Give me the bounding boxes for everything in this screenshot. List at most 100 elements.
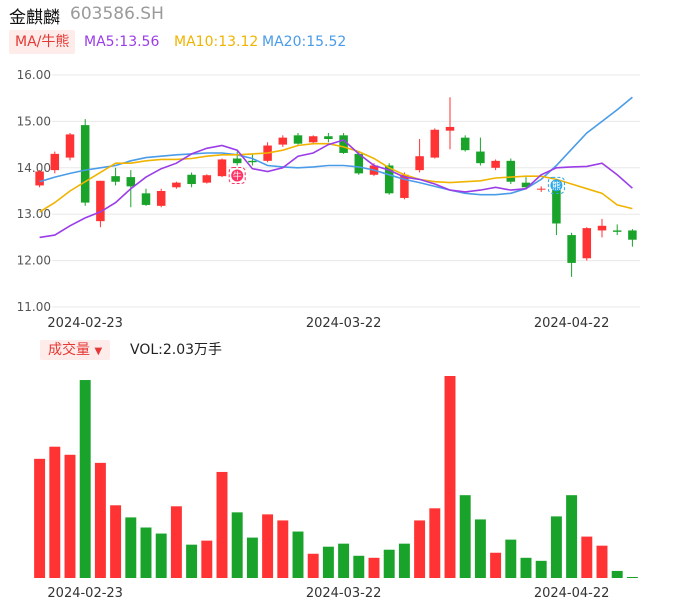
volume-bar [611, 570, 623, 578]
volume-bar [246, 537, 258, 578]
volume-bar [490, 552, 502, 578]
candle-body [384, 165, 394, 194]
candle-body [597, 225, 607, 231]
price-tick-label: 15.00 [17, 114, 51, 128]
signal-marker-label: 牛 [233, 170, 242, 182]
volume-bar [231, 512, 243, 578]
volume-bar [566, 495, 578, 578]
chevron-down-icon: ▼ [94, 346, 103, 357]
candle-body [339, 135, 348, 153]
candle-body [96, 180, 105, 222]
volume-bar [535, 560, 547, 578]
volume-bar [581, 536, 593, 578]
candle-body [126, 177, 136, 187]
candle-body [476, 151, 485, 164]
volume-bar [110, 505, 122, 578]
volume-bar [353, 555, 365, 578]
volume-bar [201, 540, 213, 578]
price-tick-label: 16.00 [17, 68, 51, 82]
candle-body [35, 171, 44, 186]
volume-bar [49, 446, 61, 578]
volume-date-label: 2024-02-23 [47, 586, 123, 601]
volume-bar [444, 376, 456, 578]
ma20-label: MA20:15.52 [262, 34, 347, 50]
candle-body [65, 134, 75, 158]
volume-bar [383, 549, 395, 578]
volume-date-label: 2024-04-22 [534, 586, 610, 601]
volume-value: VOL:2.03万手 [130, 342, 223, 358]
volume-bar [474, 519, 486, 578]
ma20-line [39, 96, 633, 196]
candle-body [582, 228, 592, 259]
price-tick-label: 12.00 [17, 254, 51, 268]
price-tick-label: 14.00 [17, 161, 51, 175]
candle-body [506, 160, 516, 182]
candle-body [460, 137, 470, 151]
price-date-label: 2024-02-23 [47, 316, 123, 331]
candle-body [536, 188, 546, 190]
candle-body [354, 153, 364, 174]
signal-marker-badge [231, 169, 244, 182]
candle-body [172, 182, 181, 188]
candle-body [217, 159, 227, 177]
volume-bar [64, 454, 76, 578]
candle-body [491, 160, 500, 168]
volume-bar [338, 543, 350, 578]
candle-body [628, 230, 637, 240]
volume-bar [155, 533, 167, 578]
signal-marker-label: 熊 [552, 180, 561, 192]
candle-body [430, 129, 440, 158]
candle-body [156, 191, 166, 206]
volume-indicator-tab[interactable]: 成交量 ▼ [40, 340, 111, 360]
volume-bar [186, 544, 198, 578]
volume-bar [520, 557, 532, 578]
candle-body [293, 135, 303, 144]
candle-body [521, 182, 531, 188]
volume-tab-label: 成交量 [48, 342, 90, 358]
candle-body [567, 235, 576, 263]
volume-bar [262, 514, 274, 578]
candle-body [612, 230, 622, 232]
volume-bar [322, 546, 334, 578]
volume-bar [550, 516, 562, 578]
volume-legend: 成交量 ▼ VOL:2.03万手 [0, 340, 686, 362]
volume-bar [216, 471, 228, 578]
volume-bar [79, 380, 91, 578]
ma-legend: MA/牛熊 MA5:13.56 MA10:13.12 MA20:15.52 [0, 30, 686, 54]
candle-body [308, 136, 318, 143]
candle-body [80, 125, 90, 203]
volume-bar [626, 576, 638, 578]
candle-body [202, 175, 212, 183]
candle-body [232, 158, 242, 164]
volume-bar [170, 506, 182, 578]
ma5-label: MA5:13.56 [84, 34, 160, 50]
ma-indicator-tab[interactable]: MA/牛熊 [9, 30, 76, 54]
volume-bar [429, 508, 441, 578]
candle-body [552, 188, 561, 224]
candle-body [111, 176, 120, 182]
price-tick-label: 13.00 [17, 207, 51, 221]
volume-bar [94, 462, 106, 578]
volume-bar [596, 545, 608, 578]
candle-body [141, 193, 151, 205]
volume-bar [277, 520, 289, 578]
candle-body [187, 174, 196, 185]
candle-body [324, 136, 333, 140]
volume-bar [398, 543, 410, 578]
stock-code: 603586.SH [70, 4, 164, 24]
volume-date-label: 2024-03-22 [306, 586, 382, 601]
candle-body [400, 174, 409, 198]
candle-body [278, 137, 288, 145]
volume-bar [125, 517, 137, 578]
volume-bar [459, 495, 471, 578]
signal-marker-badge [550, 179, 563, 192]
ma5-line [39, 139, 633, 239]
candle-body [415, 156, 424, 171]
volume-bar [140, 527, 152, 578]
price-date-label: 2024-03-22 [306, 316, 382, 331]
price-tick-label: 11.00 [17, 300, 51, 314]
volume-bar [414, 520, 426, 578]
candle-body [50, 153, 60, 171]
stock-name: 金麒麟 [9, 8, 60, 28]
